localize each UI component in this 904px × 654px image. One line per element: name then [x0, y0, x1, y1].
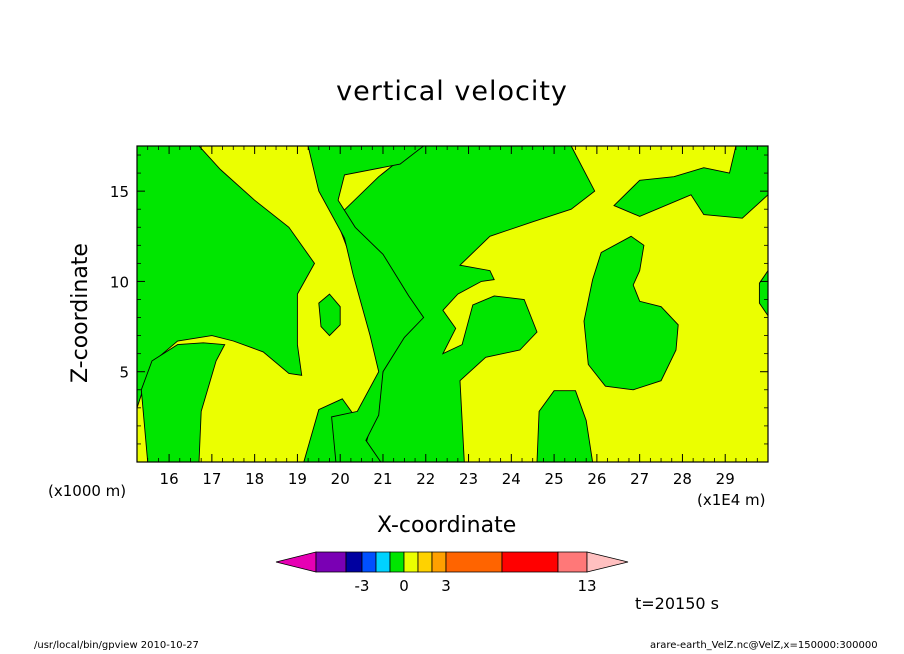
contour-region-6 [583, 235, 679, 391]
colorbar-swatch [445, 551, 503, 573]
contour-region-4 [318, 293, 341, 337]
colorbar-label: -3 [355, 577, 370, 595]
y-axis-label: Z-coordinate [68, 243, 93, 383]
x-unit-note: (x1E4 m) [697, 491, 766, 509]
colorbar-swatch [361, 551, 377, 573]
time-annotation: t=20150 s [635, 594, 719, 613]
x-tick-label: 25 [545, 470, 564, 488]
colorbar-swatch [586, 551, 629, 573]
x-tick-label: 29 [716, 470, 735, 488]
x-tick-label: 18 [245, 470, 264, 488]
y-unit-note: (x1000 m) [48, 482, 127, 500]
x-tick-label: 17 [202, 470, 221, 488]
x-tick-label: 22 [416, 470, 435, 488]
colorbar-swatch [431, 551, 447, 573]
colorbar-swatch [345, 551, 363, 573]
colorbar-label: 3 [441, 577, 451, 595]
x-tick-label: 20 [331, 470, 350, 488]
colorbar-swatch [375, 551, 391, 573]
x-tick-label: 16 [160, 470, 179, 488]
colorbar-swatch [275, 551, 317, 573]
x-tick-label: 28 [673, 470, 692, 488]
colorbar-swatch [315, 551, 347, 573]
y-tick-label: 5 [119, 364, 129, 382]
colorbar-swatch [557, 551, 588, 573]
chart-title: vertical velocity [336, 76, 568, 107]
contour-region-0 [136, 145, 316, 408]
footer-source: arare-earth_VelZ.nc@VelZ,x=150000:300000 [650, 640, 878, 651]
plot-frame [136, 145, 769, 463]
x-tick-label: 26 [587, 470, 606, 488]
colorbar-label: 0 [399, 577, 409, 595]
contour-region-3 [307, 145, 425, 463]
colorbar-swatch [501, 551, 559, 573]
colorbar-swatch [403, 551, 419, 573]
x-axis-label: X-coordinate [377, 513, 517, 538]
colorbar: -3 0 3 13 [275, 551, 629, 595]
x-tick-label: 19 [288, 470, 307, 488]
y-tick-label: 15 [110, 183, 129, 201]
y-tick-label: 10 [110, 273, 129, 291]
x-tick-label: 27 [630, 470, 649, 488]
contour-region-1 [140, 342, 226, 463]
colorbar-label: 13 [577, 577, 596, 595]
colorbar-swatch [389, 551, 405, 573]
footer-command: /usr/local/bin/gpview 2010-10-27 [34, 640, 199, 651]
x-tick-label: 23 [459, 470, 478, 488]
x-tick-label: 21 [373, 470, 392, 488]
x-tick-label: 24 [502, 470, 521, 488]
colorbar-swatch [417, 551, 433, 573]
